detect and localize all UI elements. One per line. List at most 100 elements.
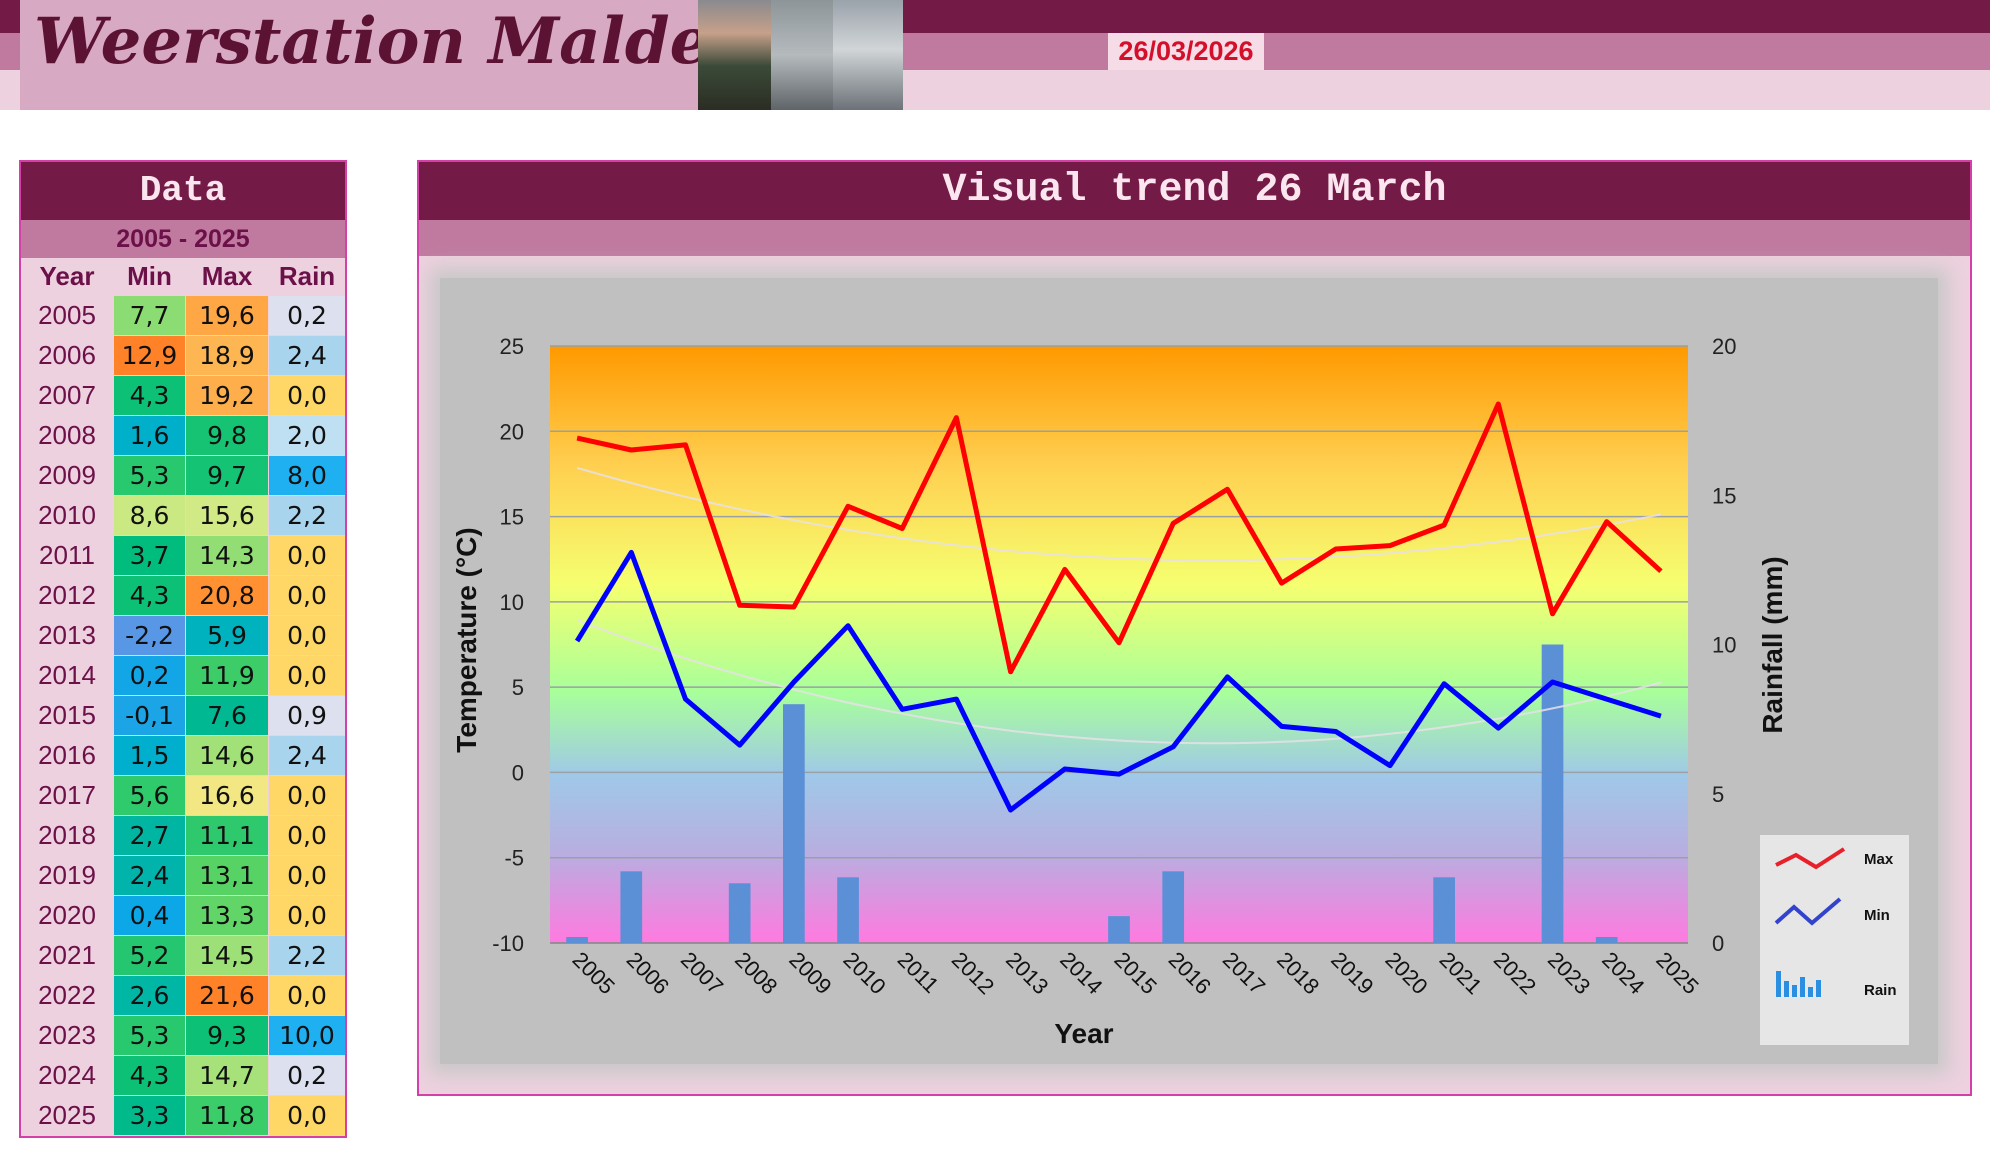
min-cell: 5,6	[114, 776, 185, 815]
rain-cell: 0,0	[269, 376, 345, 415]
table-row: 2018 2,7 11,1 0,0	[21, 816, 345, 856]
rain-cell: 10,0	[269, 1016, 345, 1055]
max-cell: 7,6	[186, 696, 268, 735]
x-tick-label: 2018	[1272, 947, 1324, 999]
table-row: 2022 2,6 21,6 0,0	[21, 976, 345, 1016]
min-cell: 3,7	[114, 536, 185, 575]
min-cell: 8,6	[114, 496, 185, 535]
station-photo-screen	[833, 0, 903, 110]
x-tick-label: 2009	[784, 947, 836, 999]
min-cell: 1,6	[114, 416, 185, 455]
min-cell: 5,2	[114, 936, 185, 975]
table-row: 2025 3,3 11,8 0,0	[21, 1096, 345, 1136]
rain-bar	[620, 871, 643, 943]
rain-bar	[1595, 937, 1618, 943]
data-table-rows: 2005 7,7 19,6 0,2 2006 12,9 18,9 2,4 2007 4,3 19,2…	[21, 296, 345, 1136]
rain-cell: 0,0	[269, 856, 345, 895]
column-header-min: Min	[127, 261, 172, 291]
min-cell: 0,4	[114, 896, 185, 935]
table-row: 2007 4,3 19,2 0,0	[21, 376, 345, 416]
rain-cell: 2,2	[269, 496, 345, 535]
table-row: 2017 5,6 16,6 0,0	[21, 776, 345, 816]
max-cell: 19,6	[186, 296, 268, 335]
x-tick-label: 2016	[1164, 947, 1216, 999]
max-cell: 20,8	[186, 576, 268, 615]
table-row: 2012 4,3 20,8 0,0	[21, 576, 345, 616]
year-cell: 2007	[38, 380, 96, 410]
table-row: 2009 5,3 9,7 8,0	[21, 456, 345, 496]
y2-tick-label: 0	[1712, 931, 1724, 956]
min-cell: 5,3	[114, 1016, 185, 1055]
y2-axis-label: Rainfall (mm)	[1757, 556, 1788, 733]
rain-bar	[566, 937, 588, 943]
rain-cell: 2,4	[269, 336, 345, 375]
table-row: 2020 0,4 13,3 0,0	[21, 896, 345, 936]
column-header-year: Year	[39, 261, 95, 291]
min-cell: 0,2	[114, 656, 185, 695]
min-cell: 4,3	[114, 576, 185, 615]
rain-bar	[1108, 916, 1130, 943]
x-tick-label: 2013	[1001, 947, 1053, 999]
y-tick-label: -10	[492, 931, 524, 956]
x-axis-label: Year	[1054, 1018, 1113, 1049]
rain-cell: 0,0	[269, 1096, 345, 1135]
x-tick-label: 2011	[893, 947, 944, 998]
max-cell: 11,1	[186, 816, 268, 855]
max-cell: 13,3	[186, 896, 268, 935]
data-table-range: 2005 - 2025	[21, 220, 345, 258]
year-cell: 2013	[38, 620, 96, 650]
max-cell: 11,8	[186, 1096, 268, 1135]
max-cell: 15,6	[186, 496, 268, 535]
rain-cell: 0,2	[269, 296, 345, 335]
min-cell: 3,3	[114, 1096, 185, 1135]
chart-panel-title: Visual trend 26 March	[419, 162, 1970, 220]
max-cell: 9,7	[186, 456, 268, 495]
year-cell: 2022	[38, 980, 96, 1010]
year-cell: 2009	[38, 460, 96, 490]
data-table-title: Data	[21, 162, 345, 220]
min-cell: 5,3	[114, 456, 185, 495]
legend-rain-icon	[1776, 971, 1781, 997]
x-tick-label: 2007	[676, 947, 728, 999]
min-cell: 4,3	[114, 1056, 185, 1095]
current-date: 26/03/2026	[1108, 33, 1264, 70]
y-tick-label: 15	[500, 505, 524, 530]
year-cell: 2021	[38, 940, 96, 970]
rain-cell: 0,2	[269, 1056, 345, 1095]
x-tick-label: 2010	[839, 947, 891, 999]
y2-tick-label: 10	[1712, 633, 1736, 658]
column-header-max: Max	[201, 261, 253, 291]
column-header-rain: Rain	[278, 261, 336, 291]
rain-cell: 0,0	[269, 616, 345, 655]
year-cell: 2018	[38, 820, 96, 850]
series-line-min	[574, 549, 1662, 813]
min-cell: 1,5	[114, 736, 185, 775]
rain-bar	[837, 877, 859, 943]
header-title-box	[20, 0, 698, 110]
min-cell: 2,6	[114, 976, 185, 1015]
max-cell: 9,8	[186, 416, 268, 455]
x-tick-label: 2005	[568, 947, 620, 999]
year-cell: 2024	[38, 1060, 96, 1090]
legend-label-rain: Rain	[1864, 982, 1897, 999]
year-cell: 2008	[38, 420, 96, 450]
rain-cell: 0,0	[269, 896, 345, 935]
year-cell: 2015	[38, 700, 96, 730]
chart-panel-subband	[419, 220, 1970, 256]
x-tick-label: 2023	[1543, 947, 1595, 999]
x-tick-label: 2015	[1109, 947, 1161, 999]
min-cell: 4,3	[114, 376, 185, 415]
x-tick-label: 2017	[1218, 947, 1270, 999]
table-row: 2024 4,3 14,7 0,2	[21, 1056, 345, 1096]
min-cell: -2,2	[114, 616, 185, 655]
min-cell: -0,1	[114, 696, 185, 735]
data-table: Data 2005 - 2025 Year Min Max Rain 2005 7…	[19, 160, 347, 1138]
table-row: 2014 0,2 11,9 0,0	[21, 656, 345, 696]
table-row: 2011 3,7 14,3 0,0	[21, 536, 345, 576]
max-cell: 14,3	[186, 536, 268, 575]
year-cell: 2016	[38, 740, 96, 770]
table-row: 2013 -2,2 5,9 0,0	[21, 616, 345, 656]
rain-cell: 0,9	[269, 696, 345, 735]
y2-tick-label: 15	[1712, 483, 1736, 508]
